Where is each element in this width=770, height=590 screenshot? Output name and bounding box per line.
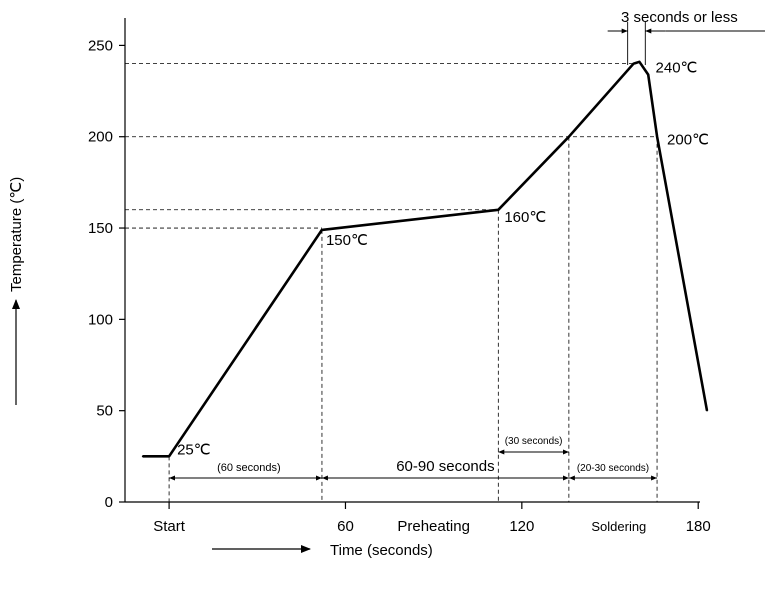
y-tick-label-250: 250	[88, 37, 113, 54]
tick-marks-and-labels: 0 50 100 150 200 250 Start 60 120 180 Preheating So…	[88, 37, 711, 535]
duration-label-2: (30 seconds)	[505, 436, 563, 447]
y-tick-label-100: 100	[88, 311, 113, 328]
y-tick-label-200: 200	[88, 129, 113, 146]
profile-point-8	[656, 135, 658, 138]
axes	[124, 18, 700, 503]
point-label-150: 150℃	[326, 232, 368, 249]
point-label-200: 200℃	[667, 132, 709, 149]
duration-label-1: 60-90 seconds	[396, 458, 494, 475]
profile-point-0	[141, 455, 144, 458]
x-phase-label-soldering: Soldering	[591, 519, 646, 534]
point-label-160: 160℃	[504, 209, 546, 226]
duration-label-3: (20-30 seconds)	[577, 463, 649, 474]
y-axis-title-group: Temperature (℃)	[8, 177, 25, 405]
profile-point-1	[168, 455, 170, 458]
x-phase-label-preheating: Preheating	[397, 518, 470, 535]
profile-line	[142, 60, 709, 458]
x-axis-title-group: Time (seconds)	[212, 542, 433, 559]
profile-point-4	[568, 135, 570, 138]
peak-annotation-label: 3 seconds or less	[621, 9, 738, 26]
profile-point-5	[632, 62, 635, 65]
duration-label-0: (60 seconds)	[217, 462, 281, 474]
x-tick-label-start: Start	[153, 518, 186, 535]
profile-point-6	[638, 61, 641, 63]
x-tick-label-180: 180	[686, 518, 711, 535]
profile-point-7	[647, 73, 650, 76]
y-axis-title: Temperature (℃)	[8, 177, 25, 292]
y-tick-label-50: 50	[96, 403, 113, 420]
x-axis-title: Time (seconds)	[330, 542, 433, 559]
duration-annotations: (60 seconds) 60-90 seconds (30 seconds) (20…	[169, 9, 765, 481]
profile-point-2	[321, 229, 323, 231]
point-label-25: 25℃	[177, 441, 211, 458]
profile-point-3	[497, 208, 500, 211]
x-tick-label-60: 60	[337, 518, 354, 535]
profile-point-9	[706, 409, 708, 412]
x-tick-label-120: 120	[509, 518, 534, 535]
data-series	[141, 60, 709, 458]
reference-lines	[125, 63, 658, 502]
point-labels: 25℃ 150℃ 160℃ 240℃ 200℃	[177, 60, 709, 459]
y-tick-label-150: 150	[88, 220, 113, 237]
point-label-240: 240℃	[656, 60, 698, 77]
y-tick-label-0: 0	[105, 494, 113, 511]
